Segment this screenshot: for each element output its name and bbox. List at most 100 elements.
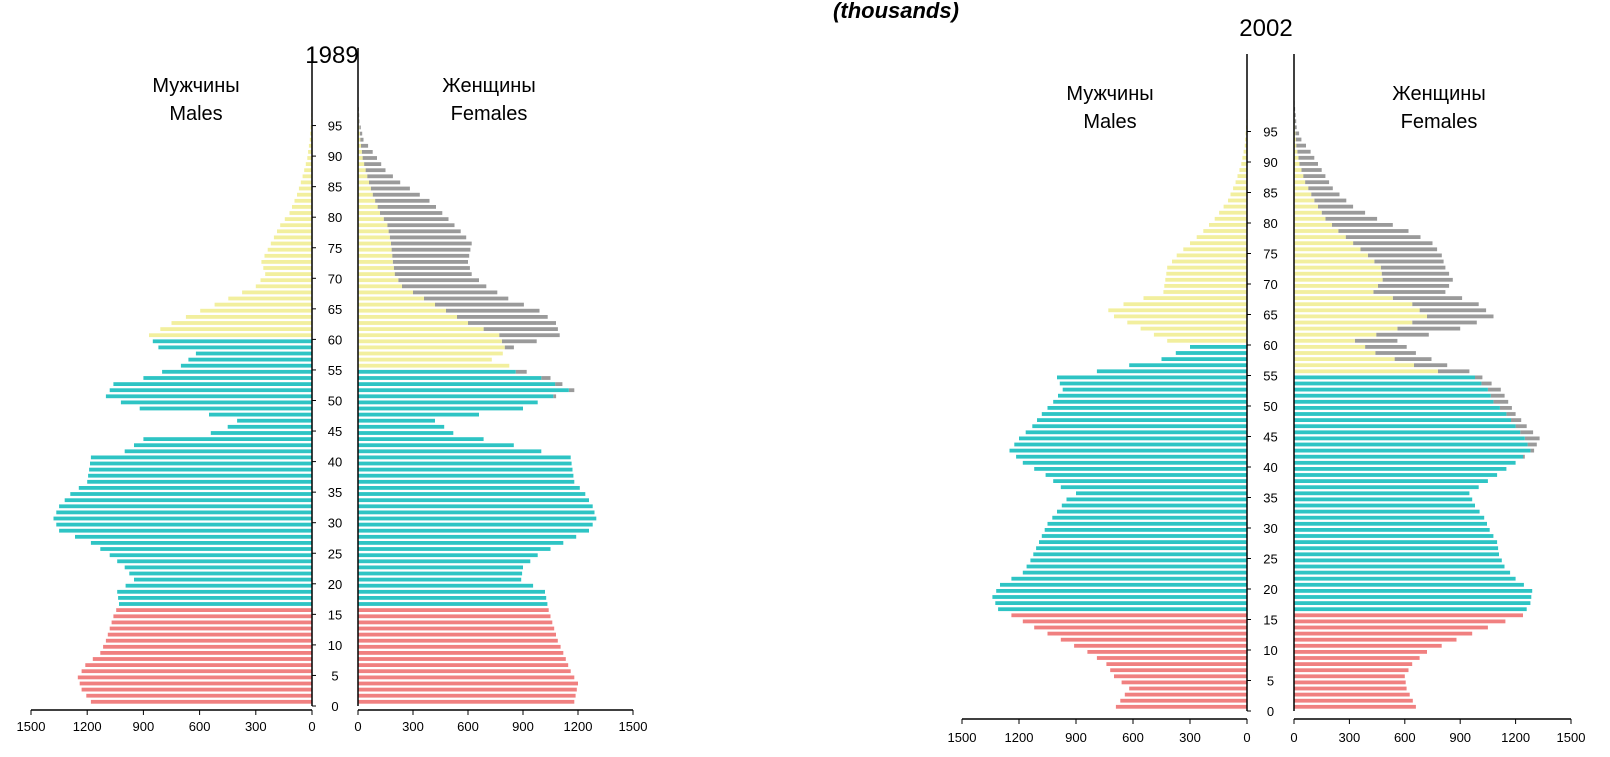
female-excess-bar-age-90 [361,150,373,154]
male-bar-age-43 [1014,442,1248,447]
female-bar-age-3 [358,681,578,686]
male-bar-age-5 [81,669,312,674]
female-excess-bar-age-72 [1380,265,1446,270]
female-excess-bar-age-77 [1345,235,1421,239]
male-bar-age-46 [237,418,312,423]
female-excess-bar-age-41 [1523,454,1525,459]
male-bar-age-49 [1047,406,1247,410]
age-tick-label: 15 [1263,613,1277,628]
female-excess-bar-age-97 [1294,113,1296,117]
female-bar-age-49 [358,400,538,405]
male-bar-age-31 [1052,515,1248,520]
female-bar-age-70 [1294,277,1383,282]
female-excess-bar-age-63 [457,315,548,319]
female-bar-age-38 [1294,473,1498,477]
pyramid-1989: 0 5 10 15 20 25 30 35 40 45 50 55 60 65 70 75 80 85 90 95 15… [17,42,648,734]
male-bar-age-51 [1058,393,1248,398]
male-bar-age-53 [1059,381,1247,386]
female-excess-bar-age-63 [1412,320,1477,325]
male-bar-age-85 [1233,186,1247,191]
male-bar-age-52 [1062,387,1247,392]
female-bar-age-21 [358,571,523,576]
female-excess-bar-age-59 [501,339,537,344]
male-bar-age-60 [1167,338,1247,343]
female-bar-age-81 [358,205,378,209]
male-bar-age-25 [100,547,312,551]
age-tick-label: 60 [1263,338,1277,353]
female-bar-age-32 [1294,509,1480,514]
female-excess-bar-age-59 [1365,345,1407,349]
female-excess-bar-age-81 [1321,210,1366,215]
female-bar-age-85 [358,180,369,185]
female-bar-age-72 [1294,265,1381,270]
female-excess-bar-age-73 [1374,259,1444,264]
female-bar-age-89 [1294,162,1300,166]
female-bar-age-63 [358,315,457,319]
male-bar-age-71 [1166,271,1248,276]
male-bar-age-52 [113,382,313,386]
female-bar-age-74 [1294,253,1368,258]
female-bar-age-61 [1294,332,1377,337]
female-bar-age-73 [358,253,393,258]
female-x-tick-label: 1500 [1557,730,1586,745]
female-bar-age-78 [1294,229,1339,233]
male-bar-age-10 [105,638,313,643]
female-bar-age-16 [358,602,548,606]
female-x-tick-label: 300 [402,719,424,734]
male-bar-age-73 [1172,259,1247,264]
age-tick-label: 30 [1263,521,1277,536]
male-bar-age-19 [996,589,1247,593]
female-bar-age-30 [358,516,597,521]
female-bar-age-5 [358,669,571,674]
male-bar-age-37 [1053,479,1247,483]
female-bar-age-36 [1294,485,1479,490]
male-bar-age-74 [267,247,312,252]
male-bar-age-45 [1025,430,1247,435]
female-excess-bar-age-61 [483,327,558,331]
female-excess-bar-age-52 [1487,387,1501,392]
female-bar-age-3 [1294,686,1407,691]
male-bar-age-8 [100,651,312,655]
female-bar-age-87 [358,168,366,173]
female-excess-bar-age-57 [1394,357,1432,361]
female-bar-age-1 [358,693,576,698]
female-bar-age-81 [1294,210,1322,215]
female-excess-bar-age-58 [504,345,514,350]
female-bar-age-52 [358,382,556,386]
female-bar-age-76 [1294,241,1354,246]
male-bar-age-62 [171,321,312,325]
female-bar-age-11 [358,632,556,637]
female-bar-age-62 [1294,326,1398,331]
male-x-tick-label: 1500 [17,719,46,734]
female-bar-age-29 [1294,528,1490,532]
female-bar-age-75 [1294,247,1361,252]
age-tick-label: 30 [328,516,342,531]
male-bar-age-50 [1053,399,1247,404]
female-excess-bar-age-43 [1527,442,1537,447]
female-bar-age-10 [1294,643,1442,648]
female-bar-age-17 [358,596,547,600]
males-label-en: Males [169,103,222,125]
male-bar-age-58 [158,345,312,350]
female-excess-bar-age-91 [361,143,369,148]
female-excess-bar-age-67 [1392,296,1463,300]
age-tick-label: 50 [1263,399,1277,414]
male-bar-age-16 [119,602,312,606]
female-excess-bar-age-52 [555,382,563,386]
female-bar-age-28 [358,528,589,533]
female-bar-age-15 [358,608,549,612]
age-tick-label: 10 [1263,643,1277,658]
age-tick-label: 60 [328,332,342,347]
male-bar-age-10 [1074,643,1247,648]
female-bar-age-51 [1294,393,1491,398]
male-bar-age-24 [1030,558,1247,563]
female-x-tick-label: 0 [1290,730,1297,745]
age-tick-label: 85 [328,180,342,195]
female-bar-age-15 [1294,613,1523,618]
female-bar-age-78 [358,223,388,228]
age-tick-label: 0 [1267,704,1274,719]
age-tick-label: 35 [328,485,342,500]
female-excess-bar-age-95 [1294,125,1297,130]
male-bar-age-62 [1140,326,1247,331]
male-bar-age-72 [1167,265,1247,270]
